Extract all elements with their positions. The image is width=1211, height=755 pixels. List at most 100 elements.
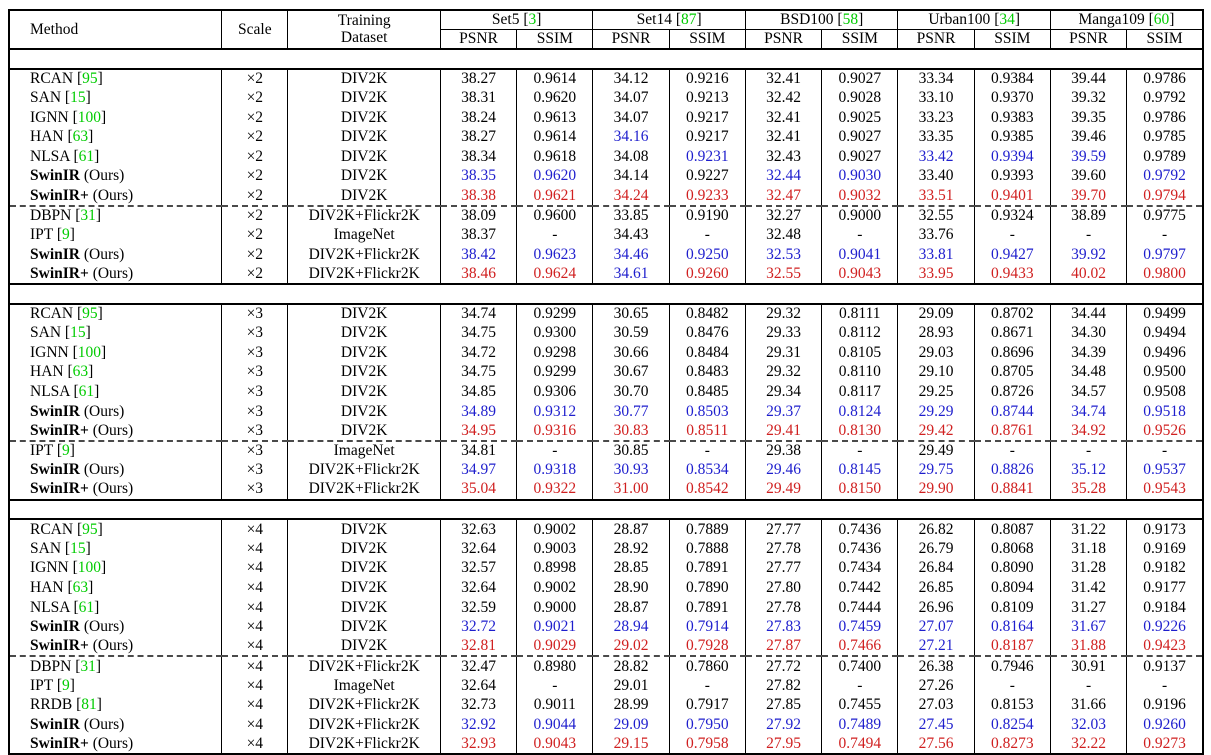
method-cell: SwinIR (Ours) xyxy=(8,460,223,481)
training-dataset-cell: DIV2K xyxy=(287,421,441,441)
citation-bracket-close: ] xyxy=(97,520,103,538)
method-cell: SwinIR (Ours) xyxy=(8,617,223,637)
cell-bsd100-ssim: 0.9027 xyxy=(821,68,899,89)
method-suffix: (Ours) xyxy=(83,716,125,734)
cell-urban100-ssim: 0.8841 xyxy=(973,480,1051,500)
training-dataset-cell: DIV2K+Flickr2K xyxy=(287,715,441,735)
citation-number: 9 xyxy=(62,442,70,460)
citation-number: 58 xyxy=(842,11,859,29)
cell-set14-psnr: 28.85 xyxy=(592,558,670,579)
method-name: NLSA xyxy=(30,598,70,616)
cell-bsd100-ssim: 0.8110 xyxy=(821,362,899,383)
cell-urban100-ssim: 0.8702 xyxy=(973,303,1051,324)
cell-urban100-ssim: 0.9324 xyxy=(973,204,1051,226)
method-name: SwinIR xyxy=(30,716,80,734)
cell-bsd100-ssim: - xyxy=(821,676,899,696)
cell-set5-psnr: 38.46 xyxy=(439,264,518,285)
cell-manga109-ssim: 0.9537 xyxy=(1126,460,1204,481)
table-row: SwinIR+ (Ours) ×4 DIV2K+Flickr2K 32.93 0.904… xyxy=(8,734,1204,755)
training-dataset-cell: DIV2K xyxy=(287,303,441,324)
cell-set5-ssim: 0.9021 xyxy=(516,617,594,637)
training-dataset-cell: DIV2K xyxy=(287,401,441,422)
cell-set14-psnr: 34.24 xyxy=(592,186,670,206)
cell-bsd100-ssim: 0.7459 xyxy=(821,617,899,637)
table-row: RCAN [95] ×2 DIV2K 38.27 0.9614 34.12 0.9216 32… xyxy=(8,68,1204,89)
cell-bsd100-ssim: 0.7436 xyxy=(821,519,899,539)
cell-manga109-psnr: 31.22 xyxy=(1049,519,1128,539)
citation-bracket-open: [ xyxy=(76,696,82,714)
cell-set5-ssim: 0.9002 xyxy=(516,519,594,539)
table-row: IPT [9] ×3 ImageNet 34.81-30.85-29.38-29.49… xyxy=(8,439,1204,461)
cell-set14-ssim: - xyxy=(668,225,746,245)
table-row: SwinIR (Ours) ×4 DIV2K+Flickr2K 32.92 0.9044… xyxy=(8,715,1204,735)
cell-bsd100-psnr: 27.95 xyxy=(744,734,823,755)
cell-urban100-psnr: 33.10 xyxy=(897,88,975,108)
cell-urban100-psnr: 27.03 xyxy=(897,695,975,716)
cell-set14-psnr: 33.85 xyxy=(592,204,670,226)
cell-urban100-psnr: 33.95 xyxy=(897,264,975,285)
method-cell: SwinIR (Ours) xyxy=(8,401,223,422)
table-header: Method Scale Training Dataset Set5 [3] Se… xyxy=(8,10,1204,49)
cell-manga109-ssim: 0.9169 xyxy=(1126,538,1204,559)
citation-bracket-open: [ xyxy=(72,559,78,577)
cell-manga109-psnr: 34.48 xyxy=(1049,362,1128,383)
cell-set14-ssim: - xyxy=(668,676,746,696)
training-dataset-cell: DIV2K xyxy=(287,88,441,108)
cell-bsd100-psnr: 29.32 xyxy=(744,303,823,324)
cell-urban100-ssim: 0.8705 xyxy=(973,362,1051,383)
method-cell: DBPN [31] xyxy=(8,204,223,226)
method-cell: NLSA [61] xyxy=(8,382,223,402)
cell-set5-ssim: 0.9299 xyxy=(516,303,594,324)
citation-number: 34 xyxy=(999,11,1015,29)
cell-urban100-psnr: 29.49 xyxy=(897,439,975,461)
cell-bsd100-psnr: 27.87 xyxy=(744,636,823,657)
cell-bsd100-psnr: 27.92 xyxy=(744,715,823,735)
cell-bsd100-ssim: 0.9032 xyxy=(821,186,899,206)
training-dataset-cell: DIV2K xyxy=(287,597,441,618)
cell-manga109-psnr: 35.12 xyxy=(1049,460,1128,481)
table-row: SwinIR+ (Ours) ×4 DIV2K 32.81 0.9029 29.02 0.7… xyxy=(8,636,1204,657)
scale-cell: ×3 xyxy=(221,323,289,343)
cell-set5-psnr: 34.81 xyxy=(439,439,518,461)
cell-set14-psnr: 34.43 xyxy=(592,225,670,245)
table-row: SwinIR (Ours) ×3 DIV2K 34.89 0.9312 30.77 0.85… xyxy=(8,401,1204,422)
citation-bracket-open: [ xyxy=(64,89,71,107)
method-name: SwinIR+ xyxy=(30,735,89,753)
cell-urban100-ssim: 0.8826 xyxy=(973,460,1051,481)
method-name: RCAN xyxy=(30,69,74,87)
training-dataset-cell: DIV2K xyxy=(287,127,441,147)
cell-bsd100-psnr: 27.78 xyxy=(744,597,823,618)
cell-set14-psnr: 30.59 xyxy=(592,323,670,343)
cell-urban100-psnr: 33.81 xyxy=(897,244,975,265)
scale-cell: ×2 xyxy=(221,225,289,245)
training-dataset-cell: DIV2K xyxy=(287,538,441,559)
cell-set14-ssim: 0.9216 xyxy=(668,68,746,89)
cell-urban100-psnr: 29.90 xyxy=(897,480,975,500)
citation-bracket-open: [ xyxy=(1148,11,1154,29)
cell-set14-psnr: 30.77 xyxy=(592,401,670,422)
citation-bracket-open: [ xyxy=(76,69,83,87)
cell-bsd100-psnr: 29.31 xyxy=(744,342,823,363)
training-dataset-cell: DIV2K xyxy=(287,186,441,206)
column-header-ssim-set14: SSIM xyxy=(668,29,746,49)
cell-bsd100-psnr: 29.33 xyxy=(744,323,823,343)
scale-cell: ×3 xyxy=(221,439,289,461)
method-suffix: (Ours) xyxy=(92,264,134,282)
citation-bracket-open: [ xyxy=(675,11,682,29)
method-name: SwinIR+ xyxy=(30,264,89,282)
cell-urban100-ssim: 0.8109 xyxy=(973,597,1051,618)
cell-set14-ssim: 0.9213 xyxy=(668,88,746,108)
header-row-top: Method Scale Training Dataset Set5 [3] Se… xyxy=(8,10,1204,49)
cell-manga109-psnr: 31.28 xyxy=(1049,558,1128,579)
cell-manga109-ssim: 0.9543 xyxy=(1126,480,1204,500)
cell-manga109-ssim: 0.9273 xyxy=(1126,734,1204,755)
cell-set5-psnr: 32.72 xyxy=(439,617,518,637)
table-row: NLSA [61] ×4 DIV2K 32.59 0.9000 28.87 0.7891 27… xyxy=(8,597,1204,618)
cell-manga109-ssim: - xyxy=(1126,225,1204,245)
cell-manga109-psnr: 31.67 xyxy=(1049,617,1128,637)
cell-set5-ssim: 0.9002 xyxy=(516,578,594,598)
citation-bracket-close: ] xyxy=(96,696,102,714)
method-cell: SwinIR+ (Ours) xyxy=(8,264,223,285)
cell-set14-ssim: 0.7914 xyxy=(668,617,746,637)
cell-bsd100-ssim: 0.9030 xyxy=(821,166,899,187)
